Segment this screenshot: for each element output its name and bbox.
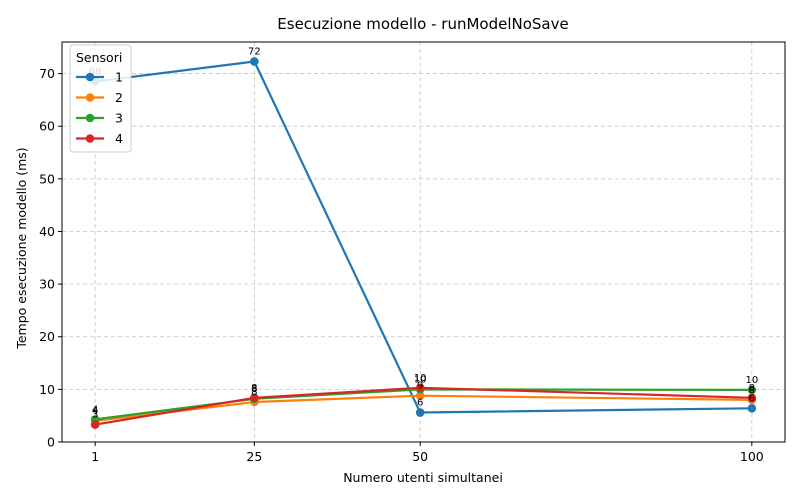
series-line-3 — [95, 388, 752, 421]
data-label-series-2: 8 — [749, 385, 755, 396]
legend-marker-4 — [85, 134, 95, 143]
y-tick-label: 30 — [39, 277, 55, 292]
axis-ticks: 0 10 20 30 40 50 60 70 1 25 50 100 — [39, 66, 764, 464]
data-point-series-3 — [747, 385, 757, 395]
data-label-series-4: 10 — [414, 373, 427, 384]
data-label-series-4: 8 — [251, 383, 257, 394]
data-point-series-1 — [747, 404, 757, 413]
data-point-series-4 — [747, 393, 757, 403]
y-tick-label: 40 — [39, 224, 55, 239]
data-label-series-3: 8 — [251, 384, 257, 395]
x-tick-label: 50 — [412, 449, 428, 464]
data-point-series-1 — [415, 408, 425, 417]
data-label-series-1: 6 — [749, 393, 755, 404]
data-label-series-1: 72 — [248, 46, 261, 57]
data-point-series-4 — [415, 383, 425, 393]
legend-label-2: 2 — [115, 90, 123, 105]
data-label-series-4: 8 — [749, 383, 755, 394]
legend-marker-2 — [85, 93, 95, 102]
plot-frame — [61, 41, 786, 443]
data-point-series-4 — [250, 393, 259, 403]
data-point-series-2 — [415, 391, 425, 400]
y-axis-label: Tempo esecuzione modello (ms) — [14, 147, 29, 349]
data-label-series-3: 4 — [92, 404, 98, 415]
y-tick-label: 60 — [39, 119, 55, 134]
x-tick-label: 100 — [740, 449, 764, 464]
x-axis-label: Numero utenti simultanei — [343, 470, 503, 485]
data-label-series-3: 10 — [745, 375, 758, 386]
legend-marker-1 — [85, 72, 95, 82]
data-labels: 687266489848101038108 — [89, 46, 758, 420]
data-label-series-2: 9 — [417, 381, 423, 392]
data-label-series-2: 4 — [92, 406, 98, 417]
legend-items: 1 2 3 4 — [76, 70, 123, 146]
legend: Sensori 1 2 3 4 — [69, 44, 132, 153]
data-label-series-2: 8 — [251, 387, 257, 398]
x-tick-label: 25 — [246, 449, 262, 464]
chart-title: Esecuzione modello - runModelNoSave — [277, 15, 568, 33]
data-label-series-4: 3 — [92, 410, 98, 421]
legend-marker-3 — [85, 113, 95, 123]
legend-label-4: 4 — [115, 131, 123, 146]
data-label-series-1: 6 — [417, 398, 423, 409]
y-tick-label: 50 — [39, 171, 55, 186]
y-tick-label: 0 — [47, 435, 55, 450]
legend-title: Sensori — [76, 50, 122, 65]
legend-label-3: 3 — [115, 111, 123, 126]
y-tick-label: 20 — [39, 329, 55, 344]
data-label-series-3: 10 — [414, 374, 427, 385]
legend-label-1: 1 — [115, 70, 123, 85]
y-tick-label: 10 — [39, 382, 55, 397]
series-line-1 — [95, 60, 752, 414]
y-tick-label: 70 — [39, 66, 55, 81]
x-tick-label: 1 — [91, 449, 99, 464]
data-point-series-1 — [250, 57, 259, 66]
data-point-series-4 — [90, 420, 100, 429]
series-line-4 — [95, 386, 752, 426]
